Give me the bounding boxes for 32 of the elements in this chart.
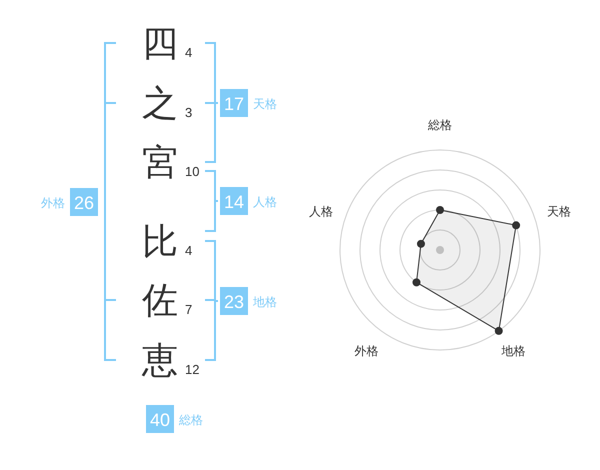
data-label: 14 [224,192,244,212]
category-label: 比 [142,220,178,262]
spoke-label: 人格 [309,204,334,218]
data-label: 40 [150,410,170,430]
data-label: 3 [185,105,192,120]
value-box: 40 [146,405,174,433]
value-box: 17 [220,89,248,117]
data-label: 26 [74,193,94,213]
category-label: 天格 [253,97,277,111]
category-label: 人格 [253,195,277,209]
category-label: 之 [142,82,178,124]
spoke-label: 天格 [546,204,571,218]
category-label: 恵 [141,340,178,380]
data-label: 17 [224,94,244,114]
category-label: 総格 [178,413,203,427]
category-label: 四 [142,22,178,64]
value-box: 26 [70,188,98,216]
category-label: 外格 [41,196,65,210]
data-label: 23 [224,292,244,312]
category-label: 地格 [252,295,277,309]
spoke-label: 総格 [427,118,452,132]
data-label: 4 [185,243,192,258]
spoke-label: 地格 [500,344,526,358]
data-label: 4 [185,45,192,60]
value-box: 23 [220,287,248,315]
data-label: 12 [185,362,200,377]
category-label: 佐 [142,280,178,320]
category-label: 宮 [142,142,178,182]
data-label: 7 [185,302,192,317]
data-label: 10 [185,164,200,179]
value-box: 14 [220,187,248,215]
spoke-label: 外格 [354,344,379,358]
